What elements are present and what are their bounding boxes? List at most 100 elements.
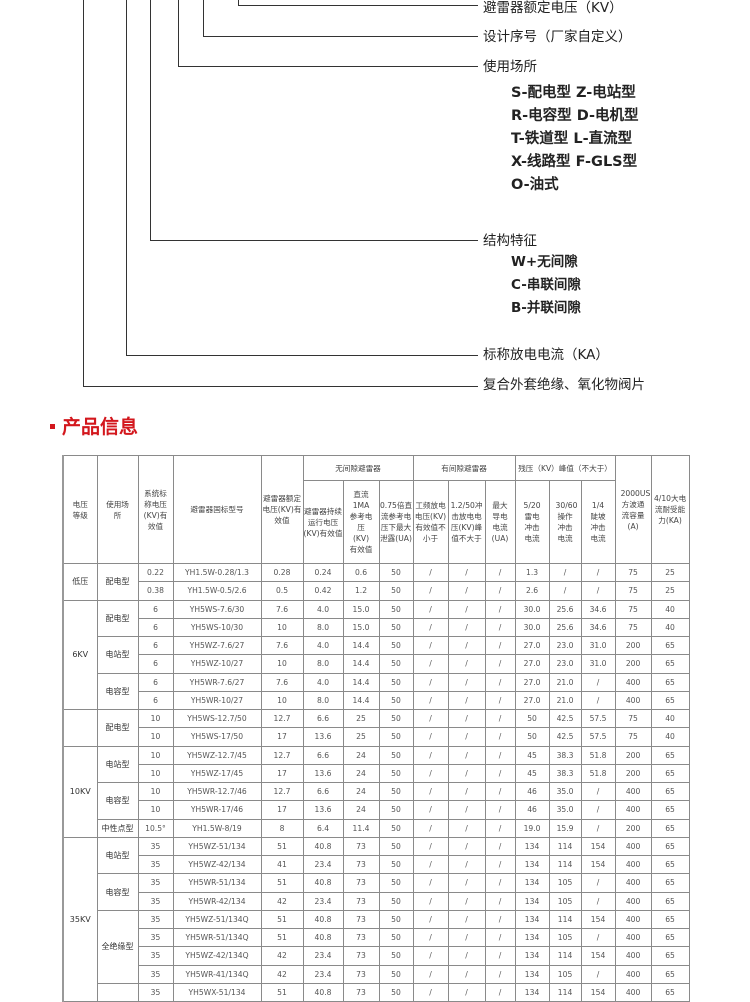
table-cell: 51 xyxy=(260,909,304,930)
bracket-line xyxy=(203,36,478,38)
table-cell: 134 xyxy=(514,946,550,966)
table-cell: 35 xyxy=(137,964,174,984)
table-cell: 40 xyxy=(650,599,690,619)
table-row: 10KV 电站型 10 YH5WZ-12.7/45 12.7 6.6 24 50///45 38… xyxy=(62,745,690,838)
table-cell: 50 xyxy=(378,562,414,583)
table-cell: 0.5 xyxy=(260,581,304,601)
table-cell: 10 xyxy=(137,800,174,820)
table-row: 35 YH5WX-51/134 51 40.8 73 50///134 114 154 400 6… xyxy=(63,982,690,1002)
bracket-line xyxy=(83,0,85,387)
table-cell: 50 xyxy=(378,727,414,747)
table-cell: YH5WR-42/134 xyxy=(172,891,262,911)
table-cell: 65 xyxy=(650,927,690,948)
table-cell: / xyxy=(412,745,449,765)
bracket-line xyxy=(83,386,478,388)
table-cell: / xyxy=(447,599,486,619)
place-cell xyxy=(96,982,139,1002)
voltage-grade-cell: 35KV xyxy=(62,836,98,1002)
table-cell: 50 xyxy=(378,891,414,911)
header-gapped-col: 最大导电电流(UA) xyxy=(484,480,516,564)
table-cell: 30.0 xyxy=(514,599,550,619)
table-cell: 15.0 xyxy=(342,599,380,619)
table-cell: 51 xyxy=(260,982,304,1002)
bracket-line xyxy=(150,240,478,242)
table-cell: YH5WR-12.7/46 xyxy=(172,781,262,802)
table-cell: 154 xyxy=(580,982,616,1002)
table-cell: 23.0 xyxy=(548,654,582,674)
table-cell: 0.42 xyxy=(302,581,344,601)
header-gapped-col: 1.2/50冲击放电电压(KV)峰值不大于 xyxy=(447,480,486,564)
place-cell: 配电型 xyxy=(96,709,139,747)
table-cell: 24 xyxy=(342,781,380,802)
table-cell: 6 xyxy=(137,617,174,638)
table-cell: 10 xyxy=(137,781,174,802)
table-cell: / xyxy=(447,854,486,875)
header-rated-voltage: 避雷器额定电压(KV)有效值 xyxy=(260,455,304,564)
table-cell: / xyxy=(412,964,449,984)
header-model: 避雷器国标型号 xyxy=(172,455,262,564)
header-gapless-col: 0.75倍直流参考电压下最大泄露(UA) xyxy=(378,480,414,564)
table-cell: 42 xyxy=(260,946,304,966)
table-cell: 50 xyxy=(514,727,550,747)
table-cell: 40 xyxy=(650,708,690,729)
table-cell: 114 xyxy=(548,946,582,966)
table-cell: 35 xyxy=(137,854,174,875)
usage-code: O-油式 xyxy=(511,177,559,193)
table-cell: 14.4 xyxy=(342,635,380,656)
table-cell: 51 xyxy=(260,836,304,857)
table-cell: 13.6 xyxy=(302,727,344,747)
table-row: 电容型 6 YH5WR-7.6/27 7.6 4.0 14.4 50///27.0 21.0/… xyxy=(63,672,690,710)
table-cell: / xyxy=(447,763,486,784)
table-cell: YH5WZ-12.7/45 xyxy=(172,745,262,765)
table-cell: 45 xyxy=(514,763,550,784)
table-cell: 50 xyxy=(378,818,414,838)
table-cell: 400 xyxy=(614,927,652,948)
table-row: 6 YH5WS-10/30 10 8.0 15.0 50///30.0 25.6 34.6 75… xyxy=(63,617,690,638)
table-cell: 50 xyxy=(378,909,414,930)
table-cell: 200 xyxy=(614,763,652,784)
table-cell: 105 xyxy=(548,873,582,893)
table-cell: / xyxy=(412,800,449,820)
table-cell: 57.5 xyxy=(580,708,616,729)
table-cell: 17 xyxy=(260,727,304,747)
section-bullet-icon xyxy=(50,424,55,429)
table-cell: 8.0 xyxy=(302,654,344,674)
table-cell: YH5WR-41/134Q xyxy=(172,964,262,984)
table-cell: 17 xyxy=(260,763,304,784)
table-row: 35 YH5WZ-42/134Q 42 23.4 73 50///134 114 154 400… xyxy=(63,946,690,966)
table-cell: 10 xyxy=(137,727,174,747)
table-row: 配电型 10 YH5WS-12.7/50 12.7 6.6 25 50///50 42.5 57… xyxy=(62,708,690,747)
table-cell: 75 xyxy=(614,562,652,583)
header-system-voltage: 系统标称电压(KV)有效值 xyxy=(137,455,174,564)
table-cell: 134 xyxy=(514,891,550,911)
bracket-line xyxy=(178,66,478,68)
table-cell: 13.6 xyxy=(302,763,344,784)
table-cell: 200 xyxy=(614,745,652,765)
table-cell: 19.0 xyxy=(514,818,550,838)
table-cell: 17 xyxy=(260,800,304,820)
place-cell: 电容型 xyxy=(96,672,139,710)
header-residual-col: 30/60操作冲击电流 xyxy=(548,480,582,564)
table-cell: / xyxy=(447,891,486,911)
table-row: 35 YH5WR-51/134Q 51 40.8 73 50///134 105/400 65 xyxy=(63,927,690,948)
table-cell: / xyxy=(447,964,486,984)
table-cell: 21.0 xyxy=(548,690,582,711)
table-cell: / xyxy=(447,581,486,601)
table-cell: / xyxy=(412,672,449,692)
table-cell: 11.4 xyxy=(342,818,380,838)
table-cell: 35 xyxy=(137,946,174,966)
table-cell: 6.6 xyxy=(302,745,344,765)
table-cell: / xyxy=(412,818,449,838)
table-cell: 35 xyxy=(137,927,174,948)
table-cell: 31.0 xyxy=(580,654,616,674)
place-cell: 配电型 xyxy=(96,599,139,637)
table-cell: YH5WR-10/27 xyxy=(172,690,262,711)
table-cell: 400 xyxy=(614,781,652,802)
table-cell: 24 xyxy=(342,800,380,820)
table-cell: 14.4 xyxy=(342,672,380,692)
table-cell: 51 xyxy=(260,927,304,948)
table-cell: 21.0 xyxy=(548,672,582,692)
table-cell: 35.0 xyxy=(548,800,582,820)
table-cell: YH5WS-10/30 xyxy=(172,617,262,638)
table-cell: 7.6 xyxy=(260,672,304,692)
